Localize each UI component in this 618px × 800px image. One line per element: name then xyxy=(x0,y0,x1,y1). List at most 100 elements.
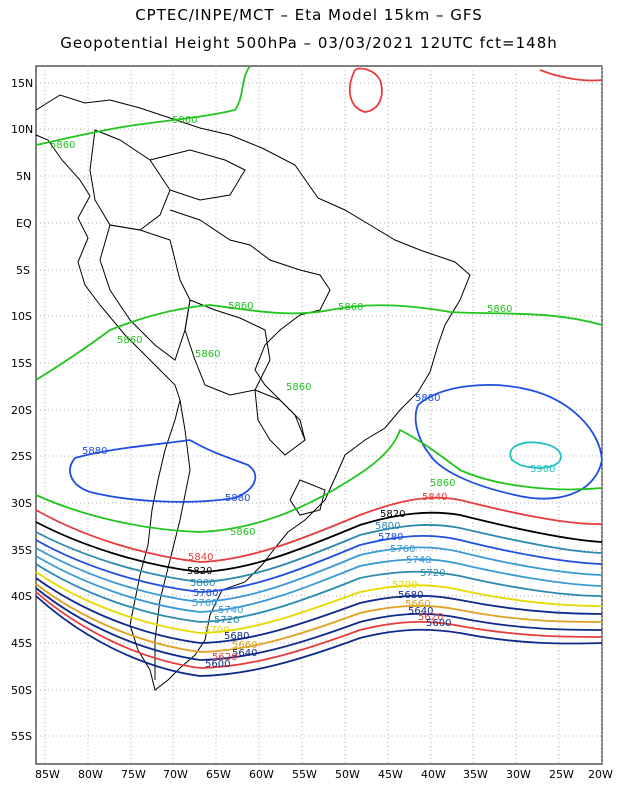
contour-5600 xyxy=(35,595,603,677)
contour-5800 xyxy=(35,524,603,583)
lat-label: 10N xyxy=(11,123,33,136)
contour-5880-west xyxy=(69,439,257,503)
contour-5840-ne xyxy=(539,69,603,82)
lon-label: 25W xyxy=(549,768,574,781)
contour-label-5860: 5860 xyxy=(228,301,253,312)
contour-5780 xyxy=(35,534,603,593)
lon-label: 70W xyxy=(163,768,188,781)
lat-label: 55S xyxy=(11,730,32,743)
lon-label: 85W xyxy=(35,768,60,781)
contour-label-5900: 5900 xyxy=(530,464,555,475)
lon-label: 65W xyxy=(206,768,231,781)
contour-label-5600: 5600 xyxy=(205,659,230,670)
contour-label-5860: 5860 xyxy=(430,478,455,489)
contour-5760 xyxy=(35,546,603,603)
contour-5860-north xyxy=(35,65,251,146)
lon-label: 45W xyxy=(378,768,403,781)
contour-5720 xyxy=(35,563,603,623)
contour-label-5680: 5680 xyxy=(398,590,423,601)
lat-label: 50S xyxy=(11,684,32,697)
contour-label-5840: 5840 xyxy=(422,492,447,503)
contour-5880 xyxy=(414,384,603,500)
contour-5700 xyxy=(35,571,603,634)
contour-label-5780: 5780 xyxy=(378,532,403,543)
contour-label-5620: 5620 xyxy=(212,652,237,663)
contour-label-5860: 5860 xyxy=(338,302,363,313)
lon-label: 20W xyxy=(588,768,613,781)
contour-label-5860: 5860 xyxy=(230,527,255,538)
contour-label-5740: 5740 xyxy=(406,555,431,566)
contour-label-5640: 5640 xyxy=(232,648,257,659)
venezuela-border xyxy=(149,149,246,201)
contour-5620 xyxy=(35,591,603,669)
contour-label-5860: 5860 xyxy=(172,115,197,126)
lat-label: 25S xyxy=(11,450,32,463)
contour-label-5860: 5860 xyxy=(286,382,311,393)
contour-label-5660: 5660 xyxy=(232,640,257,651)
contour-label-5760: 5760 xyxy=(192,598,217,609)
lon-label: 55W xyxy=(292,768,317,781)
lon-label: 50W xyxy=(335,768,360,781)
contour-label-5700: 5700 xyxy=(392,580,417,591)
contour-5680 xyxy=(35,577,603,644)
contour-5840-north xyxy=(348,67,383,113)
contour-label-5740: 5740 xyxy=(218,605,243,616)
contour-5840 xyxy=(35,496,603,563)
contour-label-5660: 5660 xyxy=(405,599,430,610)
contour-label-5840: 5840 xyxy=(188,552,213,563)
contour-label-5760: 5760 xyxy=(390,544,415,555)
contour-label-5820: 5820 xyxy=(187,566,212,577)
lon-label: 30W xyxy=(506,768,531,781)
lat-label: 5S xyxy=(16,264,30,277)
contour-5820 xyxy=(35,511,603,573)
lon-label: 35W xyxy=(463,768,488,781)
contour-label-5880: 5880 xyxy=(225,493,250,504)
peru-border xyxy=(99,224,191,361)
contour-label-5820: 5820 xyxy=(380,509,405,520)
contour-5860-south xyxy=(35,428,603,533)
lat-label: 35S xyxy=(11,544,32,557)
bolivia-border xyxy=(184,299,271,396)
chart-title-line2: Geopotential Height 500hPa – 03/03/2021 … xyxy=(60,34,558,52)
lat-label: 40S xyxy=(11,590,32,603)
lon-label: 80W xyxy=(78,768,103,781)
lat-label: 5N xyxy=(16,170,31,183)
contour-5860-main xyxy=(35,304,603,381)
contour-label-5880: 5880 xyxy=(415,393,440,404)
latitude-labels: 15N 10N 5N EQ 5S 10S 15S 20S 25S 30S 35S… xyxy=(11,77,33,743)
contour-label-5860: 5860 xyxy=(50,140,75,151)
contour-label-5620: 5620 xyxy=(418,612,443,623)
lat-label: 30S xyxy=(11,497,32,510)
contour-label-5860: 5860 xyxy=(195,349,220,360)
brazil-border-west xyxy=(169,209,331,441)
lat-label: 15S xyxy=(11,357,32,370)
contour-5740 xyxy=(35,555,603,613)
contour-label-5700: 5700 xyxy=(204,625,229,636)
lon-label: 75W xyxy=(121,768,146,781)
contour-label-5860: 5860 xyxy=(117,335,142,346)
contour-label-5680: 5680 xyxy=(224,631,249,642)
contour-label-5600: 5600 xyxy=(426,618,451,629)
gridlines xyxy=(36,66,603,764)
contour-label-5640: 5640 xyxy=(408,606,433,617)
lat-label: EQ xyxy=(16,217,32,230)
contour-label-5720: 5720 xyxy=(214,615,239,626)
contour-label-5800: 5800 xyxy=(190,578,215,589)
lat-label: 20S xyxy=(11,404,32,417)
contour-5640 xyxy=(35,587,603,661)
contour-label-5860: 5860 xyxy=(487,304,512,315)
paraguay-border xyxy=(254,389,306,456)
lat-label: 10S xyxy=(11,310,32,323)
contour-5660 xyxy=(35,583,603,653)
uruguay-border xyxy=(289,479,326,516)
lon-label: 40W xyxy=(421,768,446,781)
colombia-border xyxy=(89,129,171,231)
contour-labels: 5860 5860 5860 5860 5860 5860 5860 5860 … xyxy=(50,115,555,670)
longitude-labels: 85W 80W 75W 70W 65W 60W 55W 50W 45W 40W … xyxy=(35,768,613,781)
contour-5900 xyxy=(509,441,562,469)
lon-label: 60W xyxy=(249,768,274,781)
contour-label-5880: 5880 xyxy=(82,446,107,457)
chart-title-line1: CPTEC/INPE/MCT – Eta Model 15km – GFS xyxy=(135,6,483,24)
lat-label: 15N xyxy=(11,77,33,90)
